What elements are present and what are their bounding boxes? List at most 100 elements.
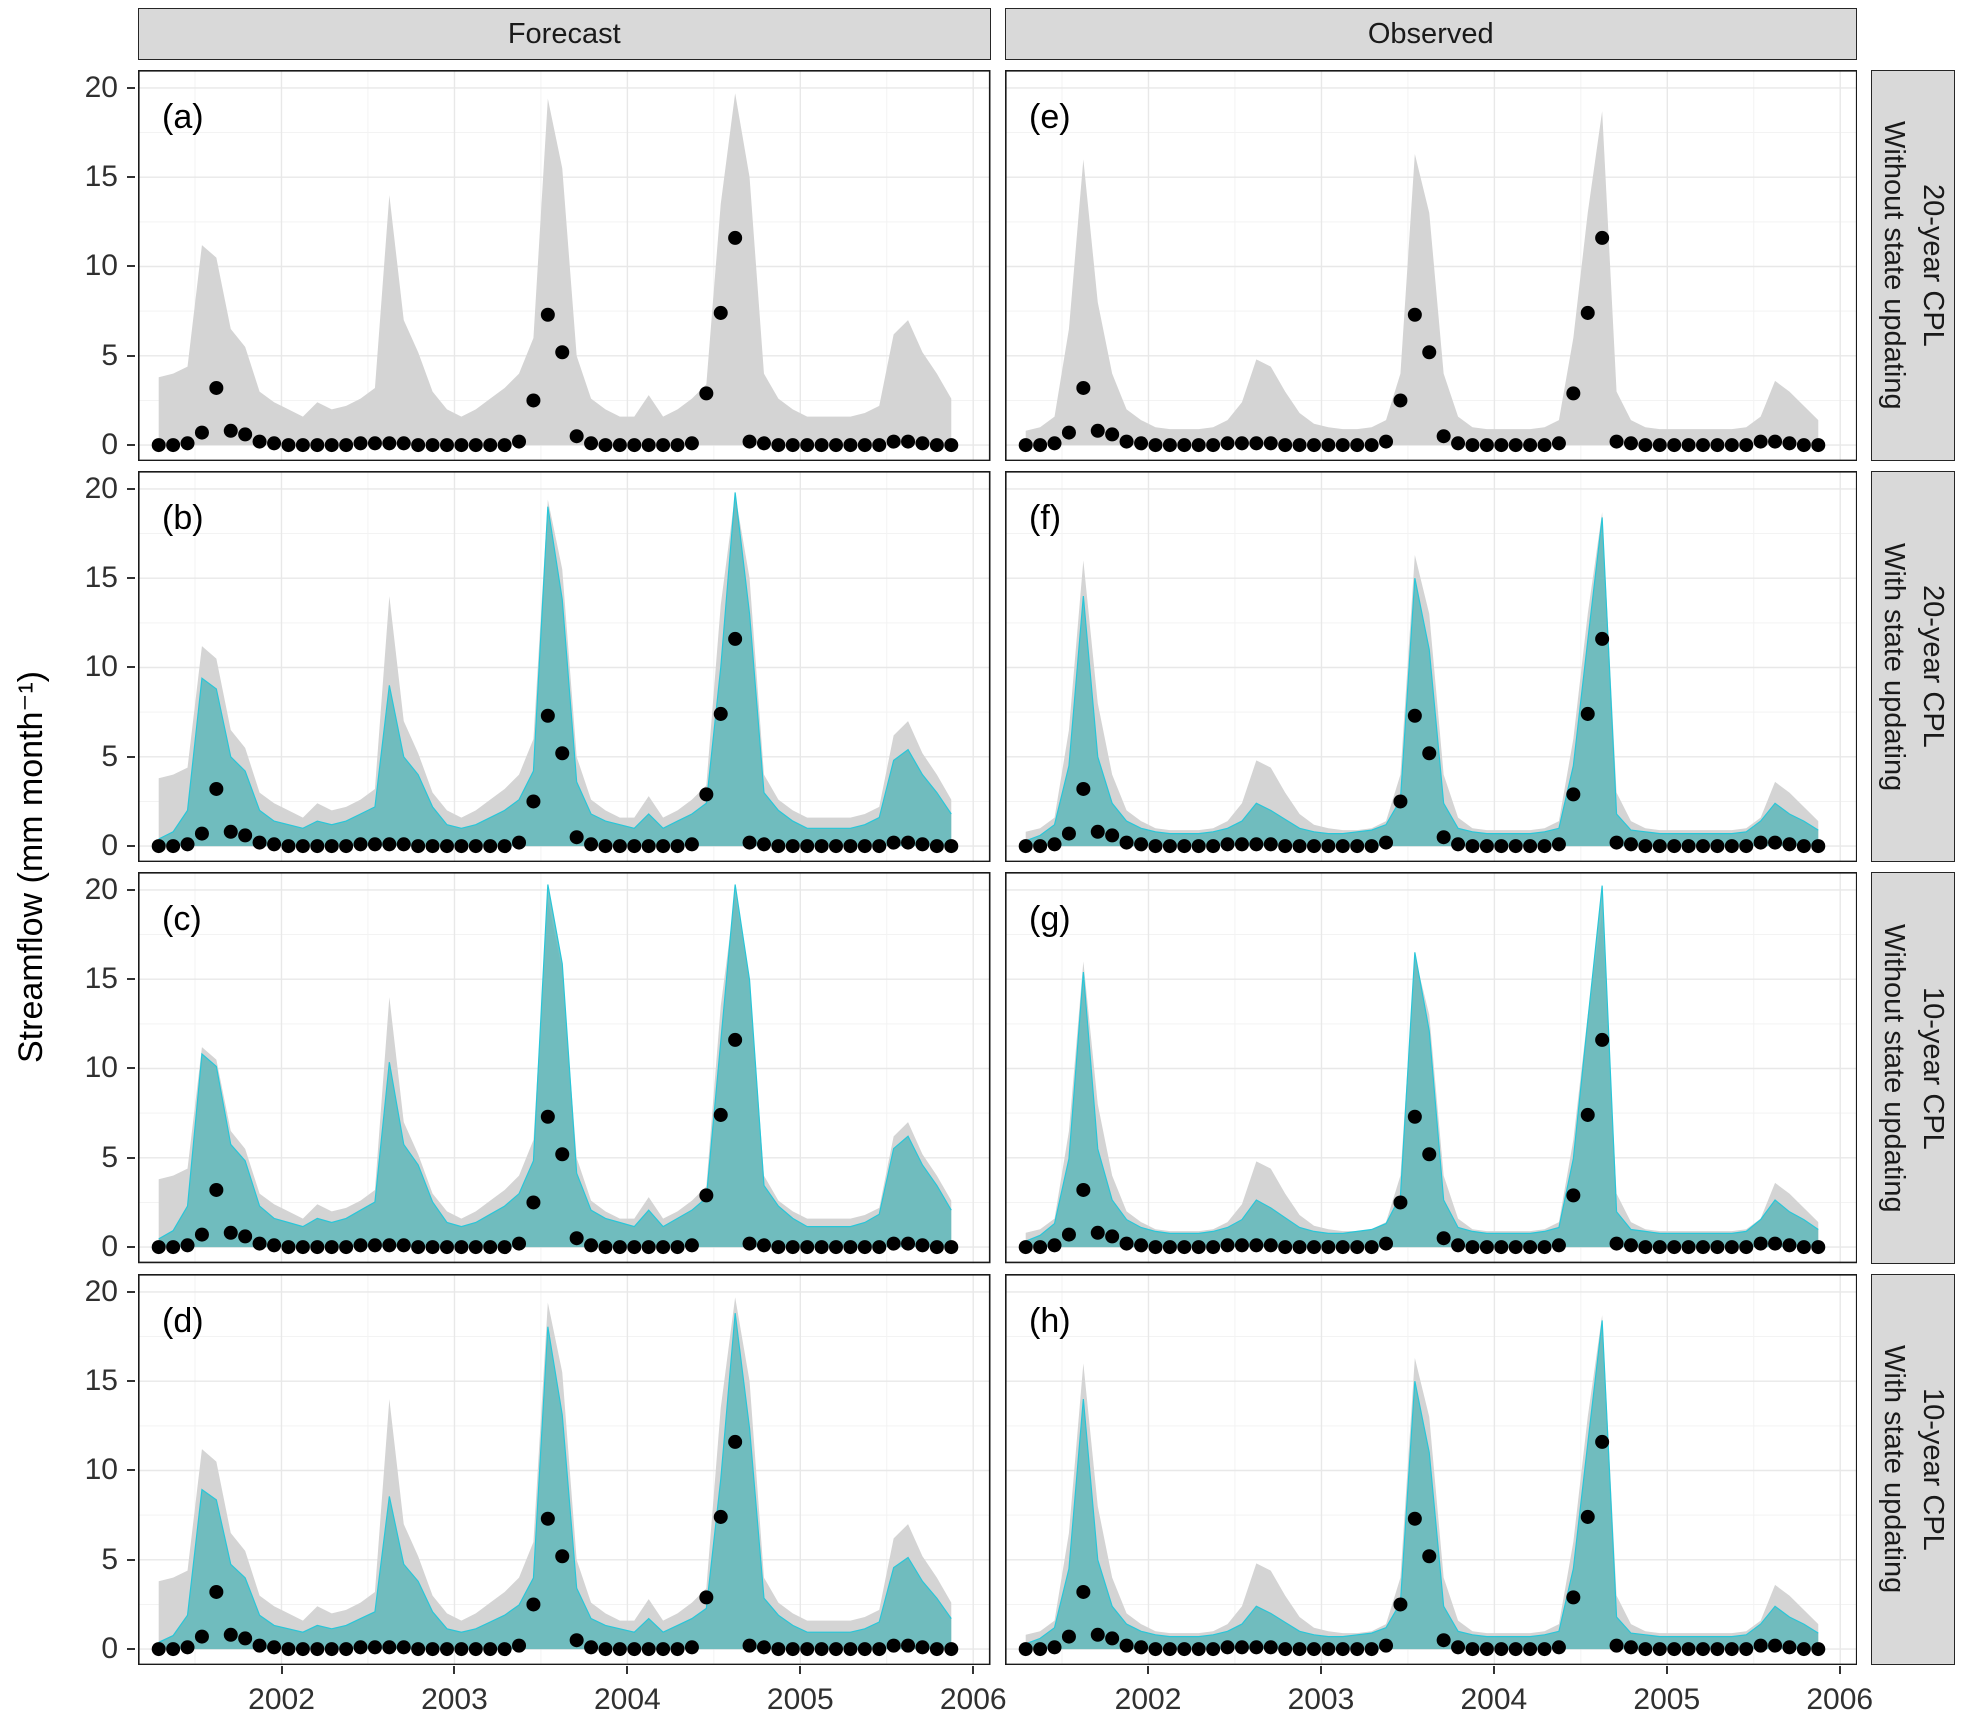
observation-point <box>281 839 296 854</box>
observation-point <box>1133 1238 1148 1253</box>
observation-point <box>1796 438 1811 453</box>
observation-point <box>483 1641 498 1656</box>
observation-point <box>1551 1639 1566 1654</box>
observation-point <box>1349 839 1364 854</box>
observation-point <box>829 1240 844 1255</box>
observation-point <box>1724 1240 1739 1255</box>
observation-point <box>627 1641 642 1656</box>
observation-point <box>1724 1641 1739 1656</box>
observation-point <box>857 438 872 453</box>
panel-e: (e) <box>1004 70 1857 462</box>
y-axis-title-cell: Streamflow (mm month⁻¹) <box>8 70 54 1665</box>
observation-point <box>641 1641 656 1656</box>
observation-point <box>1075 1584 1090 1599</box>
teal-uncertainty-band <box>158 492 952 847</box>
observation-point <box>612 1641 627 1656</box>
observation-point <box>166 438 181 453</box>
observation-point <box>742 434 757 449</box>
observation-point <box>512 434 527 449</box>
observation-point <box>497 1641 512 1656</box>
observation-point <box>1263 837 1278 852</box>
observation-point <box>382 1639 397 1654</box>
observation-point <box>1407 708 1422 723</box>
observation-point <box>295 1641 310 1656</box>
observation-point <box>1637 1240 1652 1255</box>
observation-point <box>238 427 253 442</box>
observation-point <box>1292 839 1307 854</box>
observation-point <box>1666 1641 1681 1656</box>
observation-point <box>1349 438 1364 453</box>
y-tick-mark <box>127 487 135 490</box>
observation-point <box>1781 436 1796 451</box>
panel-d: (d) <box>138 1273 991 1665</box>
observation-point <box>886 1638 901 1653</box>
panel-border <box>139 873 990 1263</box>
observation-point <box>915 1238 930 1253</box>
y-tick-label: 0 <box>101 828 118 862</box>
observation-point <box>1191 438 1206 453</box>
observation-point <box>771 1641 786 1656</box>
observation-point <box>1176 438 1191 453</box>
observation-point <box>238 1229 253 1244</box>
observation-point <box>569 429 584 444</box>
observation-point <box>756 837 771 852</box>
observation-point <box>699 386 714 401</box>
y-tick-mark <box>127 577 135 580</box>
observation-point <box>699 1188 714 1203</box>
observation-point <box>742 835 757 850</box>
observation-point <box>497 839 512 854</box>
observation-point <box>454 1641 469 1656</box>
row-strip-with-20yr: With state updating 20-year CPL <box>1871 471 1955 863</box>
observation-point <box>915 436 930 451</box>
observation-point <box>1421 746 1436 761</box>
observation-point <box>756 1639 771 1654</box>
observation-point <box>1306 839 1321 854</box>
x-tick-label: 2003 <box>1287 1682 1355 1716</box>
observation-point <box>1623 837 1638 852</box>
observation-point <box>598 1240 613 1255</box>
observation-point <box>339 839 354 854</box>
y-tick-mark <box>127 978 135 981</box>
observation-point <box>166 1641 181 1656</box>
y-tick-label: 5 <box>101 1140 118 1174</box>
observation-point <box>1147 839 1162 854</box>
observation-point <box>1234 1238 1249 1253</box>
observation-point <box>526 393 541 408</box>
observation-point <box>1810 1240 1825 1255</box>
observation-point <box>569 830 584 845</box>
observation-point <box>929 1240 944 1255</box>
observation-point <box>1810 438 1825 453</box>
observation-point <box>166 1240 181 1255</box>
observation-point <box>1032 1641 1047 1656</box>
y-tick-label: 15 <box>84 1364 118 1398</box>
observation-point <box>684 1639 699 1654</box>
observation-point <box>886 434 901 449</box>
panel-c-plot: (c) <box>138 872 991 1264</box>
observation-point <box>1652 438 1667 453</box>
observation-point <box>1479 839 1494 854</box>
observation-point <box>1047 1238 1062 1253</box>
observation-point <box>1724 438 1739 453</box>
y-tick-label: 0 <box>101 427 118 461</box>
observation-point <box>295 839 310 854</box>
observation-point <box>555 1147 570 1162</box>
observation-point <box>1364 839 1379 854</box>
observation-point <box>267 1639 282 1654</box>
panel-a: (a) <box>138 70 991 462</box>
observation-point <box>1061 1228 1076 1243</box>
observation-point <box>1580 1509 1595 1524</box>
observation-point <box>901 1237 916 1252</box>
panel-letter: (a) <box>162 98 204 136</box>
observation-point <box>1479 438 1494 453</box>
observation-point <box>627 839 642 854</box>
observation-point <box>785 1240 800 1255</box>
observation-point <box>1753 1638 1768 1653</box>
observation-point <box>1407 307 1422 322</box>
observation-point <box>1753 1237 1768 1252</box>
observation-point <box>857 839 872 854</box>
observation-point <box>1580 1108 1595 1123</box>
observation-point <box>1522 1240 1537 1255</box>
observation-point <box>1392 1597 1407 1612</box>
observation-point <box>1191 839 1206 854</box>
observation-point <box>1767 434 1782 449</box>
